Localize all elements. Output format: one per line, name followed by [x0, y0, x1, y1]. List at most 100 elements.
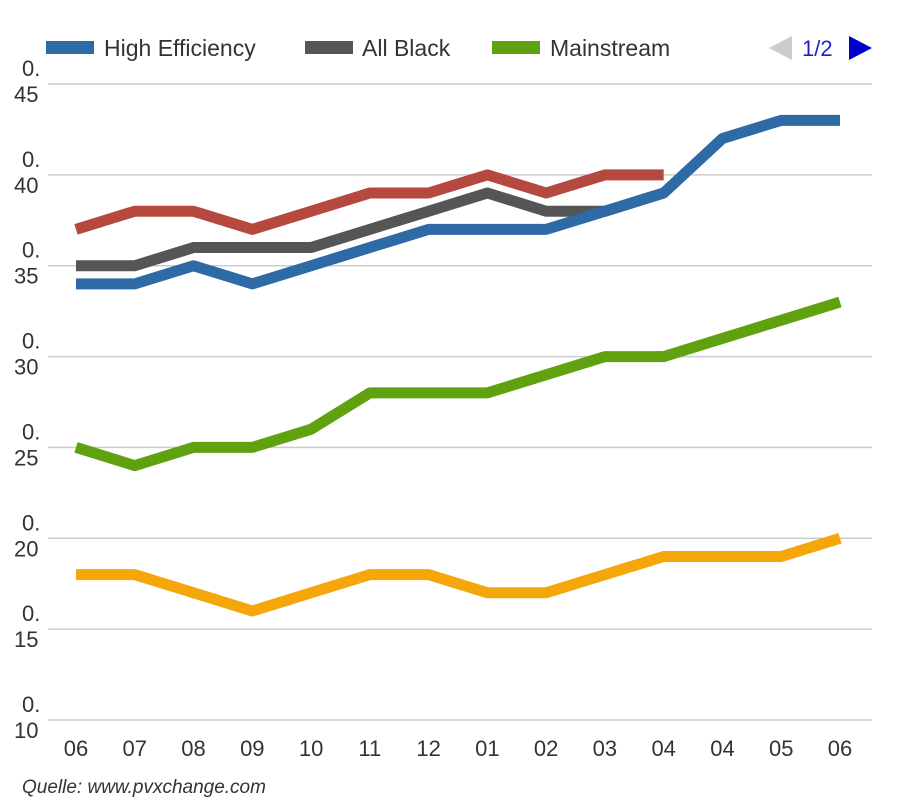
data-point[interactable] [599, 206, 610, 217]
y-tick-label: 0. 40 [14, 147, 40, 198]
y-tick-label-line2: 35 [14, 264, 38, 289]
data-point[interactable] [776, 551, 787, 562]
data-point[interactable] [423, 224, 434, 235]
data-point[interactable] [129, 460, 140, 471]
data-point[interactable] [188, 206, 199, 217]
data-point[interactable] [306, 260, 317, 271]
data-point[interactable] [423, 188, 434, 199]
data-point[interactable] [541, 369, 552, 380]
data-point[interactable] [835, 115, 846, 126]
y-tick-label-line1: 0. [22, 329, 40, 354]
y-tick-label-line2: 20 [14, 536, 38, 561]
data-point[interactable] [247, 442, 258, 453]
data-point[interactable] [129, 278, 140, 289]
y-tick-label: 0. 15 [14, 601, 40, 652]
data-point[interactable] [306, 424, 317, 435]
data-point[interactable] [658, 551, 669, 562]
data-point[interactable] [482, 387, 493, 398]
data-point[interactable] [541, 587, 552, 598]
data-point[interactable] [364, 569, 375, 580]
legend-swatch-all-black [305, 41, 353, 54]
data-point[interactable] [423, 206, 434, 217]
data-point[interactable] [129, 206, 140, 217]
data-point[interactable] [599, 351, 610, 362]
data-point[interactable] [247, 242, 258, 253]
data-point[interactable] [129, 569, 140, 580]
data-point[interactable] [364, 242, 375, 253]
data-point[interactable] [658, 351, 669, 362]
data-point[interactable] [129, 260, 140, 271]
x-axis-ticks: 06 07 08 09 10 11 12 01 02 03 04 04 05 06 [64, 736, 852, 761]
legend-item-mainstream[interactable]: Mainstream [492, 35, 670, 61]
data-point[interactable] [364, 387, 375, 398]
data-point[interactable] [247, 278, 258, 289]
y-tick-label-line2: 25 [14, 445, 38, 470]
y-axis-ticks: 0. 100. 150. 200. 250. 300. 350. 400. 45 [14, 56, 40, 743]
data-point[interactable] [482, 224, 493, 235]
data-point[interactable] [306, 242, 317, 253]
data-point[interactable] [423, 569, 434, 580]
data-point[interactable] [776, 115, 787, 126]
data-point[interactable] [188, 587, 199, 598]
data-point[interactable] [364, 188, 375, 199]
data-point[interactable] [658, 188, 669, 199]
data-point[interactable] [188, 442, 199, 453]
y-tick-label: 0. 25 [14, 419, 40, 470]
series-line-unnamed-4[interactable] [76, 533, 842, 617]
data-point[interactable] [599, 169, 610, 180]
legend-label-all-black: All Black [362, 35, 451, 61]
data-point[interactable] [599, 569, 610, 580]
data-point[interactable] [423, 387, 434, 398]
x-tick-label: 07 [123, 736, 147, 761]
x-tick-label: 05 [769, 736, 793, 761]
data-point[interactable] [717, 333, 728, 344]
data-point[interactable] [835, 297, 846, 308]
data-point[interactable] [71, 569, 82, 580]
data-point[interactable] [188, 242, 199, 253]
data-point[interactable] [717, 133, 728, 144]
data-point[interactable] [776, 315, 787, 326]
data-point[interactable] [482, 587, 493, 598]
x-tick-label: 10 [299, 736, 323, 761]
x-tick-label: 06 [64, 736, 88, 761]
data-point[interactable] [247, 224, 258, 235]
y-tick-label-line1: 0. [22, 147, 40, 172]
data-point[interactable] [71, 278, 82, 289]
y-tick-label-line1: 0. [22, 238, 40, 263]
data-point[interactable] [188, 260, 199, 271]
y-tick-label-line1: 0. [22, 56, 40, 81]
data-point[interactable] [541, 188, 552, 199]
data-point[interactable] [482, 169, 493, 180]
data-point[interactable] [482, 188, 493, 199]
y-tick-label: 0. 35 [14, 238, 40, 289]
legend-swatch-mainstream [492, 41, 540, 54]
y-tick-label-line2: 15 [14, 627, 38, 652]
x-tick-label: 03 [593, 736, 617, 761]
data-point[interactable] [71, 442, 82, 453]
series-line-high-efficiency[interactable] [76, 114, 840, 290]
data-point[interactable] [658, 169, 669, 180]
legend-item-all-black[interactable]: All Black [305, 35, 451, 61]
legend-item-high-efficiency[interactable]: High Efficiency [46, 35, 256, 61]
data-point[interactable] [71, 224, 82, 235]
series-line-mainstream[interactable] [74, 296, 842, 472]
data-point[interactable] [306, 587, 317, 598]
data-point[interactable] [717, 551, 728, 562]
data-point[interactable] [364, 224, 375, 235]
data-point[interactable] [247, 605, 258, 616]
data-point[interactable] [541, 206, 552, 217]
triangle-right-icon[interactable] [849, 36, 872, 60]
x-tick-label: 04 [651, 736, 675, 761]
legend: High Efficiency All Black Mainstream 1/2 [46, 35, 872, 61]
y-tick-label: 0. 45 [14, 56, 40, 107]
triangle-left-icon[interactable] [769, 36, 792, 60]
y-tick-label-line2: 40 [14, 173, 38, 198]
legend-page-indicator: 1/2 [802, 36, 833, 61]
data-point[interactable] [541, 224, 552, 235]
y-tick-label: 0. 30 [14, 329, 40, 380]
series-line-all-black[interactable] [76, 187, 666, 272]
data-point[interactable] [835, 533, 846, 544]
data-point[interactable] [306, 206, 317, 217]
data-point[interactable] [71, 260, 82, 271]
series-line-unnamed-3[interactable] [74, 169, 664, 235]
